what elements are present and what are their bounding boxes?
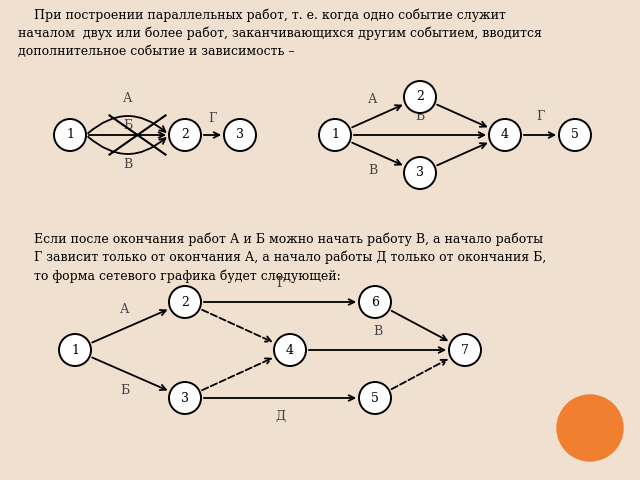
Text: Б: Б xyxy=(120,384,130,397)
Text: А: А xyxy=(124,92,132,105)
Circle shape xyxy=(59,334,91,366)
Circle shape xyxy=(449,334,481,366)
Text: 3: 3 xyxy=(236,129,244,142)
Text: 3: 3 xyxy=(181,392,189,405)
Text: 4: 4 xyxy=(286,344,294,357)
Text: А: А xyxy=(120,303,130,316)
Circle shape xyxy=(404,81,436,113)
Circle shape xyxy=(274,334,306,366)
Text: 2: 2 xyxy=(181,296,189,309)
Text: Если после окончания работ А и Б можно начать работу В, а начало работы
    Г за: Если после окончания работ А и Б можно н… xyxy=(18,232,547,283)
Circle shape xyxy=(559,119,591,151)
Text: В: В xyxy=(373,325,382,338)
Text: 5: 5 xyxy=(571,129,579,142)
Text: 6: 6 xyxy=(371,296,379,309)
Text: 5: 5 xyxy=(371,392,379,405)
Circle shape xyxy=(557,395,623,461)
Text: 3: 3 xyxy=(416,167,424,180)
Text: А: А xyxy=(368,93,377,106)
Circle shape xyxy=(224,119,256,151)
Circle shape xyxy=(489,119,521,151)
Text: При построении параллельных работ, т. е. когда одно событие служит
началом  двух: При построении параллельных работ, т. е.… xyxy=(18,8,542,58)
Circle shape xyxy=(169,286,201,318)
Text: Б: Б xyxy=(415,110,424,123)
Circle shape xyxy=(169,382,201,414)
Text: Г: Г xyxy=(276,277,284,290)
Text: 2: 2 xyxy=(181,129,189,142)
Circle shape xyxy=(359,286,391,318)
Text: 2: 2 xyxy=(416,91,424,104)
Text: 1: 1 xyxy=(71,344,79,357)
Circle shape xyxy=(404,157,436,189)
Circle shape xyxy=(359,382,391,414)
Text: 1: 1 xyxy=(66,129,74,142)
Text: 1: 1 xyxy=(331,129,339,142)
Text: Г: Г xyxy=(209,112,216,125)
Text: 7: 7 xyxy=(461,344,469,357)
Circle shape xyxy=(54,119,86,151)
Text: 4: 4 xyxy=(501,129,509,142)
Text: Б: Б xyxy=(124,119,132,132)
Text: В: В xyxy=(124,158,132,171)
Text: Д: Д xyxy=(275,410,285,423)
Circle shape xyxy=(319,119,351,151)
Circle shape xyxy=(169,119,201,151)
Text: В: В xyxy=(368,164,377,177)
Text: Г: Г xyxy=(536,110,544,123)
